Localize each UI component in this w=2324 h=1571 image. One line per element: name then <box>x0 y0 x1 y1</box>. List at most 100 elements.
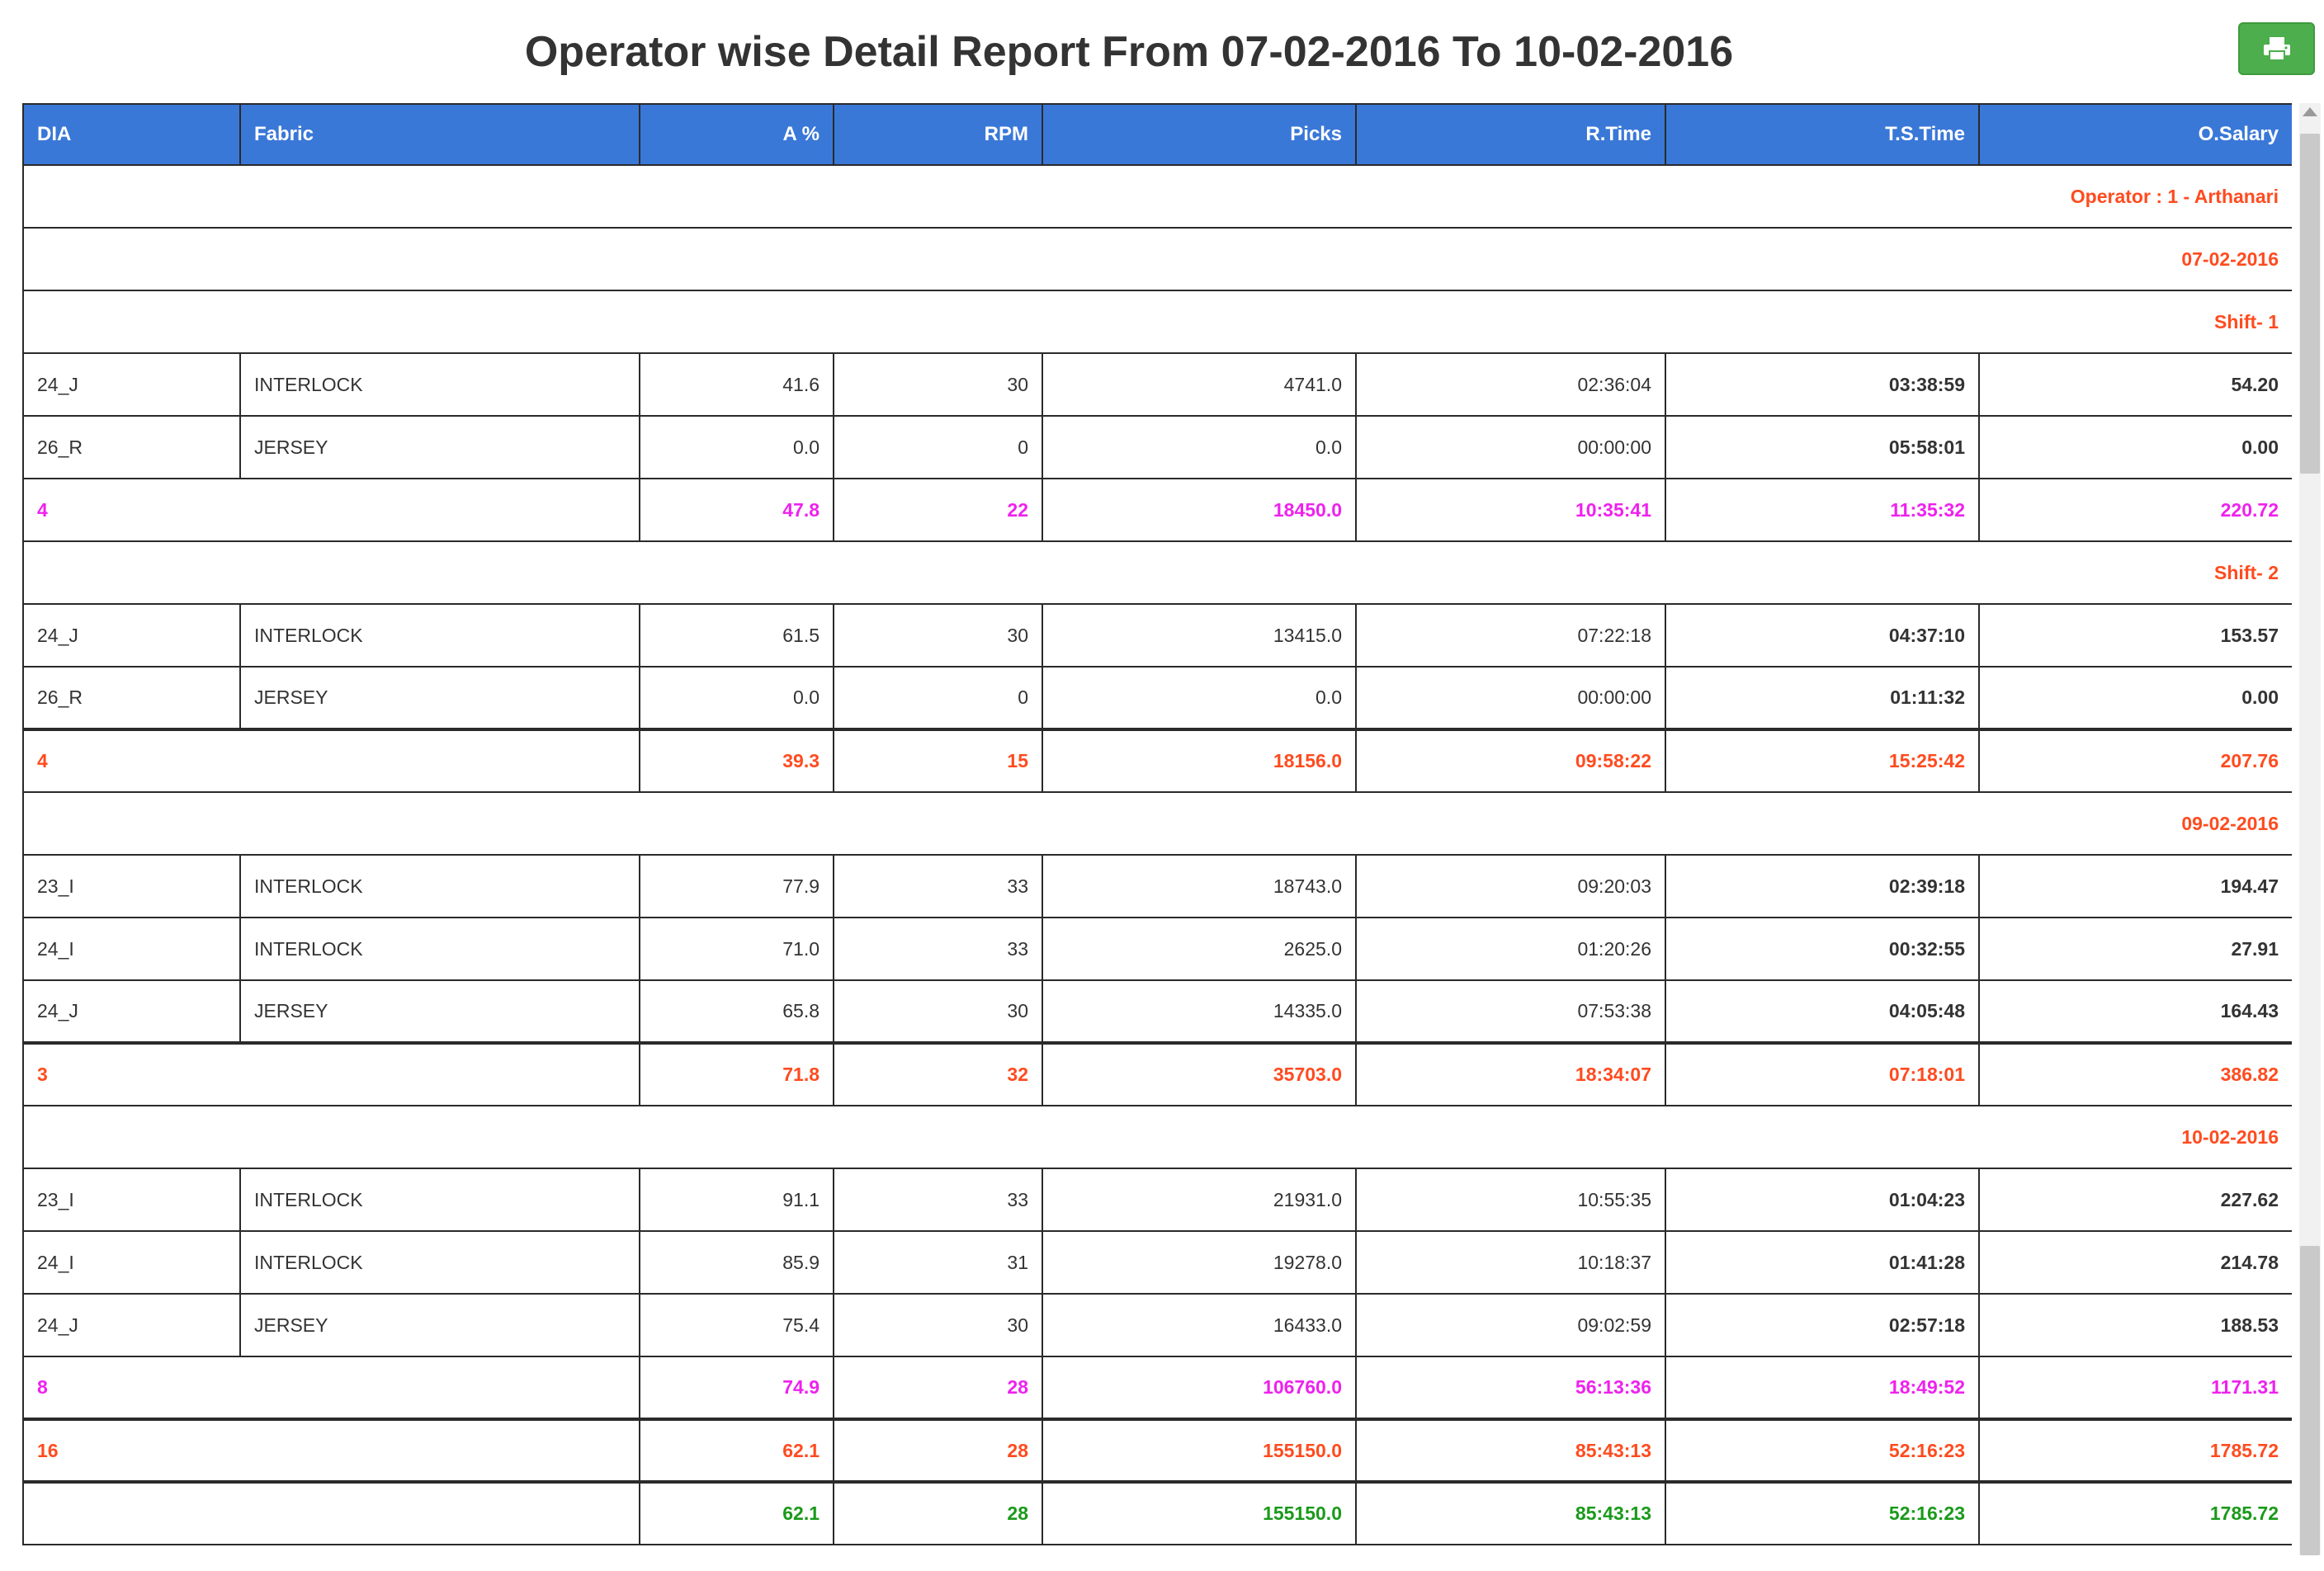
subtotal-o-salary: 220.72 <box>1978 478 2292 542</box>
subtotal-ts-time: 15:25:42 <box>1665 728 1980 793</box>
cell-rpm: 33 <box>833 1168 1043 1232</box>
shift-subtotal-row: 4 39.3 15 18156.0 09:58:22 15:25:42 207.… <box>22 728 2292 793</box>
cell-dia: 24_J <box>22 1293 241 1357</box>
cell-ts-time: 02:57:18 <box>1665 1293 1980 1357</box>
cell-a-percent: 0.0 <box>639 415 834 479</box>
cell-fabric: INTERLOCK <box>239 603 640 668</box>
scrollbar-thumb-secondary[interactable] <box>2300 1246 2320 1555</box>
cell-picks: 2625.0 <box>1042 917 1357 981</box>
cell-o-salary: 214.78 <box>1978 1230 2292 1295</box>
grand-total-o-salary: 1785.72 <box>1978 1480 2292 1545</box>
scroll-up-arrow-icon[interactable] <box>2303 107 2317 116</box>
shift-label: Shift- 2 <box>22 540 2292 605</box>
page-title: Operator wise Detail Report From 07-02-2… <box>524 28 1734 76</box>
operator-row: Operator : 1 - Arthanari <box>22 164 2292 229</box>
cell-r-time: 07:53:38 <box>1355 979 1666 1044</box>
cell-r-time: 10:55:35 <box>1355 1168 1666 1232</box>
table-row[interactable]: 23_I INTERLOCK 77.9 33 18743.0 09:20:03 … <box>22 854 2292 918</box>
operator-total-a-percent: 62.1 <box>639 1418 834 1483</box>
shift-label: Shift- 1 <box>22 290 2292 354</box>
cell-picks: 16433.0 <box>1042 1293 1357 1357</box>
subtotal-picks: 18156.0 <box>1042 728 1357 793</box>
subtotal-rpm: 15 <box>833 728 1043 793</box>
cell-o-salary: 194.47 <box>1978 854 2292 918</box>
cell-fabric: INTERLOCK <box>239 1168 640 1232</box>
column-header-o-salary[interactable]: O.Salary <box>1978 103 2292 166</box>
cell-r-time: 07:22:18 <box>1355 603 1666 668</box>
cell-a-percent: 0.0 <box>639 666 834 730</box>
cell-ts-time: 00:32:55 <box>1665 917 1980 981</box>
date-label: 10-02-2016 <box>22 1105 2292 1169</box>
cell-picks: 0.0 <box>1042 666 1357 730</box>
column-header-picks[interactable]: Picks <box>1042 103 1357 166</box>
printer-icon <box>2263 37 2290 61</box>
cell-r-time: 09:02:59 <box>1355 1293 1666 1357</box>
cell-fabric: JERSEY <box>239 666 640 730</box>
table-row[interactable]: 24_J JERSEY 65.8 30 14335.0 07:53:38 04:… <box>22 979 2292 1044</box>
cell-rpm: 30 <box>833 1293 1043 1357</box>
cell-o-salary: 164.43 <box>1978 979 2292 1044</box>
grand-total-rpm: 28 <box>833 1480 1043 1545</box>
cell-picks: 4741.0 <box>1042 352 1357 417</box>
subtotal-ts-time: 11:35:32 <box>1665 478 1980 542</box>
scrollbar-thumb[interactable] <box>2300 134 2320 474</box>
cell-o-salary: 0.00 <box>1978 415 2292 479</box>
column-header-dia[interactable]: DIA <box>22 103 241 166</box>
cell-a-percent: 61.5 <box>639 603 834 668</box>
column-header-a-percent[interactable]: A % <box>639 103 834 166</box>
cell-rpm: 30 <box>833 603 1043 668</box>
subtotal-a-percent: 74.9 <box>639 1356 834 1420</box>
table-row[interactable]: 24_J JERSEY 75.4 30 16433.0 09:02:59 02:… <box>22 1293 2292 1357</box>
cell-dia: 23_I <box>22 854 241 918</box>
table-row[interactable]: 24_I INTERLOCK 85.9 31 19278.0 10:18:37 … <box>22 1230 2292 1295</box>
cell-ts-time: 01:41:28 <box>1665 1230 1980 1295</box>
table-row[interactable]: 26_R JERSEY 0.0 0 0.0 00:00:00 01:11:32 … <box>22 666 2292 730</box>
subtotal-picks: 35703.0 <box>1042 1041 1357 1106</box>
cell-picks: 14335.0 <box>1042 979 1357 1044</box>
cell-a-percent: 65.8 <box>639 979 834 1044</box>
cell-o-salary: 54.20 <box>1978 352 2292 417</box>
date-row: 10-02-2016 <box>22 1105 2292 1169</box>
subtotal-o-salary: 1171.31 <box>1978 1356 2292 1420</box>
table-row[interactable]: 24_J INTERLOCK 61.5 30 13415.0 07:22:18 … <box>22 603 2292 668</box>
cell-rpm: 0 <box>833 415 1043 479</box>
subtotal-a-percent: 39.3 <box>639 728 834 793</box>
table-row[interactable]: 26_R JERSEY 0.0 0 0.0 00:00:00 05:58:01 … <box>22 415 2292 479</box>
subtotal-rpm: 28 <box>833 1356 1043 1420</box>
operator-label: Operator : 1 - Arthanari <box>22 164 2292 229</box>
cell-fabric: INTERLOCK <box>239 352 640 417</box>
cell-fabric: JERSEY <box>239 415 640 479</box>
table-row[interactable]: 24_I INTERLOCK 71.0 33 2625.0 01:20:26 0… <box>22 917 2292 981</box>
cell-picks: 13415.0 <box>1042 603 1357 668</box>
report-table-container[interactable]: DIA Fabric A % RPM Picks R.Time T.S.Time… <box>22 103 2292 1555</box>
cell-ts-time: 01:04:23 <box>1665 1168 1980 1232</box>
table-row[interactable]: 24_J INTERLOCK 41.6 30 4741.0 02:36:04 0… <box>22 352 2292 417</box>
date-row: 07-02-2016 <box>22 227 2292 291</box>
cell-r-time: 09:20:03 <box>1355 854 1666 918</box>
shift-subtotal-row: 4 47.8 22 18450.0 10:35:41 11:35:32 220.… <box>22 478 2292 542</box>
cell-picks: 19278.0 <box>1042 1230 1357 1295</box>
cell-dia: 26_R <box>22 415 241 479</box>
subtotal-rpm: 32 <box>833 1041 1043 1106</box>
subtotal-r-time: 56:13:36 <box>1355 1356 1666 1420</box>
operator-total-count: 16 <box>22 1418 640 1483</box>
cell-dia: 24_J <box>22 979 241 1044</box>
subtotal-o-salary: 207.76 <box>1978 728 2292 793</box>
grand-total-picks: 155150.0 <box>1042 1480 1357 1545</box>
shift-row: Shift- 1 <box>22 290 2292 354</box>
column-header-fabric[interactable]: Fabric <box>239 103 640 166</box>
cell-r-time: 00:00:00 <box>1355 666 1666 730</box>
cell-a-percent: 85.9 <box>639 1230 834 1295</box>
operator-total-rpm: 28 <box>833 1418 1043 1483</box>
column-header-rpm[interactable]: RPM <box>833 103 1043 166</box>
column-header-r-time[interactable]: R.Time <box>1355 103 1666 166</box>
print-button[interactable] <box>2238 22 2315 75</box>
subtotal-rpm: 22 <box>833 478 1043 542</box>
cell-ts-time: 01:11:32 <box>1665 666 1980 730</box>
column-header-ts-time[interactable]: T.S.Time <box>1665 103 1980 166</box>
cell-dia: 24_I <box>22 917 241 981</box>
operator-total-ts-time: 52:16:23 <box>1665 1418 1980 1483</box>
subtotal-a-percent: 47.8 <box>639 478 834 542</box>
table-row[interactable]: 23_I INTERLOCK 91.1 33 21931.0 10:55:35 … <box>22 1168 2292 1232</box>
cell-rpm: 31 <box>833 1230 1043 1295</box>
